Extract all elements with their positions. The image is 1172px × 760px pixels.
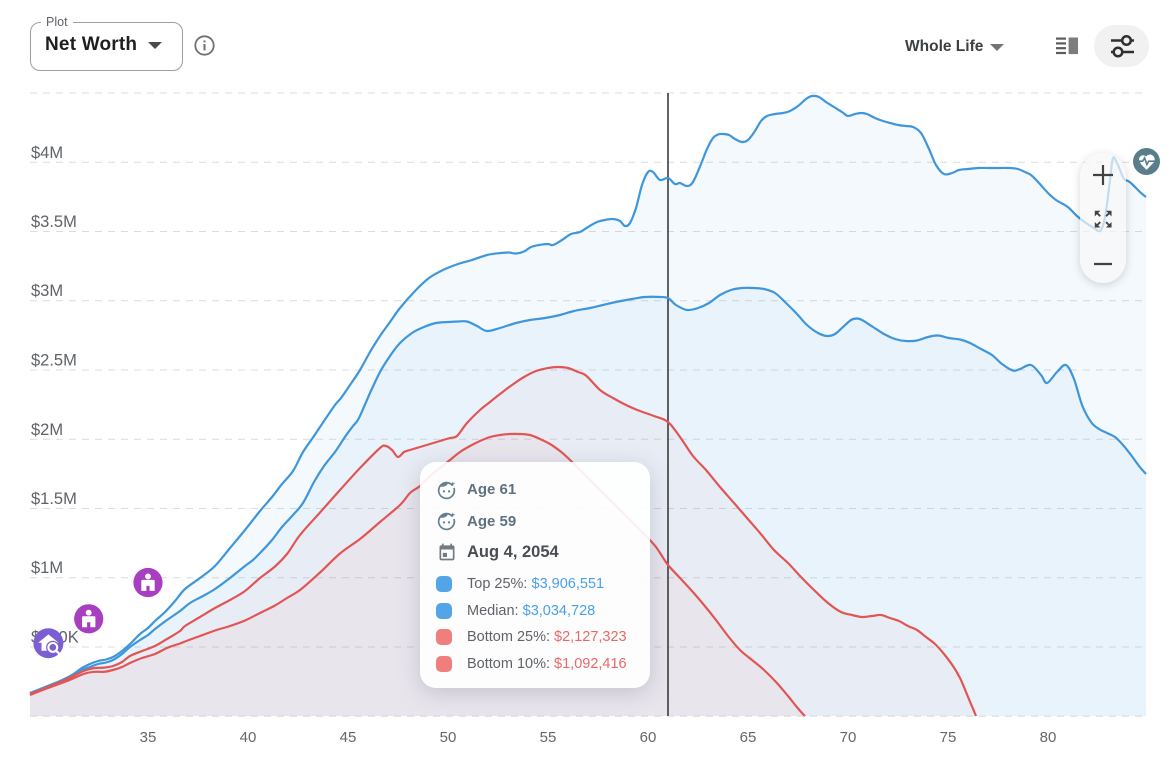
svg-text:70: 70 (840, 729, 857, 746)
svg-text:$2M: $2M (31, 421, 63, 439)
svg-text:60: 60 (640, 729, 657, 746)
svg-text:$3M: $3M (31, 282, 63, 300)
svg-text:50: 50 (440, 729, 457, 746)
svg-text:$1.5M: $1.5M (31, 490, 77, 508)
svg-text:35: 35 (140, 729, 157, 746)
svg-text:40: 40 (240, 729, 257, 746)
svg-text:75: 75 (940, 729, 957, 746)
svg-text:$2.5M: $2.5M (31, 352, 77, 370)
svg-text:65: 65 (740, 729, 757, 746)
svg-text:$4M: $4M (31, 144, 63, 162)
svg-text:$3.5M: $3.5M (31, 213, 77, 231)
svg-text:80: 80 (1040, 729, 1057, 746)
svg-text:$1M: $1M (31, 559, 63, 577)
svg-text:45: 45 (340, 729, 357, 746)
svg-text:55: 55 (540, 729, 557, 746)
